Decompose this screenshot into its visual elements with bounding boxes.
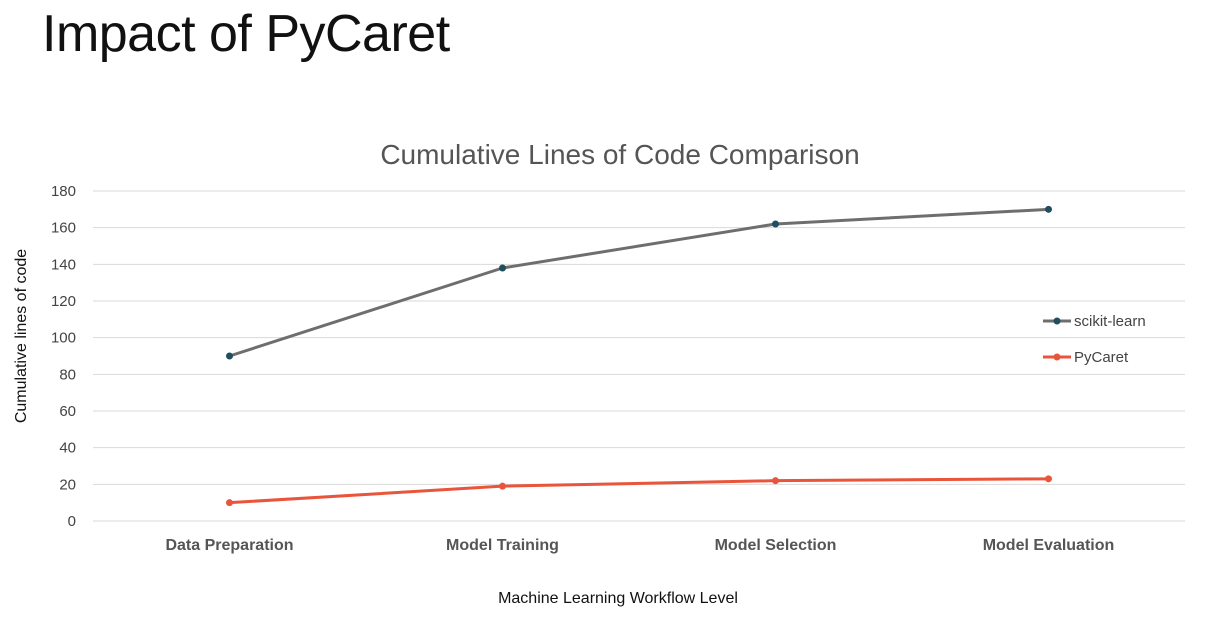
series-layer xyxy=(226,205,1052,507)
series-line xyxy=(229,477,1049,505)
data-point xyxy=(226,499,233,507)
y-tick-label: 180 xyxy=(51,183,76,200)
legend-marker xyxy=(1053,317,1061,325)
data-point xyxy=(772,477,779,485)
y-tick-label: 140 xyxy=(51,256,76,273)
legend-label: PyCaret xyxy=(1074,349,1129,366)
x-axis-categories: Data Preparation Model Training Model Sele… xyxy=(165,537,1114,554)
y-tick-label: 160 xyxy=(51,220,76,237)
y-tick-label: 0 xyxy=(68,513,76,530)
data-point xyxy=(1045,205,1052,213)
y-tick-label: 120 xyxy=(51,293,76,310)
x-category-label: Model Evaluation xyxy=(983,537,1115,554)
y-tick-label: 60 xyxy=(59,403,76,420)
y-tick-label: 20 xyxy=(59,476,76,493)
chart-title: Cumulative Lines of Code Comparison xyxy=(380,139,859,170)
gridlines xyxy=(93,190,1185,522)
y-axis-title: Cumulative lines of code xyxy=(13,249,30,423)
x-category-label: Model Selection xyxy=(715,537,837,554)
y-axis-ticks: 0 20 40 60 80 100 120 140 160 180 xyxy=(51,183,76,530)
data-point xyxy=(499,264,506,272)
data-point xyxy=(1045,475,1052,483)
x-category-label: Data Preparation xyxy=(165,537,293,554)
slide-title: Impact of PyCaret xyxy=(42,5,450,63)
y-tick-label: 100 xyxy=(51,330,76,347)
series-line xyxy=(229,207,1049,358)
legend-label: scikit-learn xyxy=(1074,313,1146,330)
legend: scikit-learn PyCaret xyxy=(1043,313,1146,366)
legend-marker xyxy=(1053,353,1061,361)
data-point xyxy=(772,220,779,228)
data-point xyxy=(226,352,233,360)
y-tick-label: 80 xyxy=(59,366,76,383)
x-category-label: Model Training xyxy=(446,537,559,554)
x-axis-title: Machine Learning Workflow Level xyxy=(498,590,738,607)
data-point xyxy=(499,482,506,490)
y-tick-label: 40 xyxy=(59,440,76,457)
